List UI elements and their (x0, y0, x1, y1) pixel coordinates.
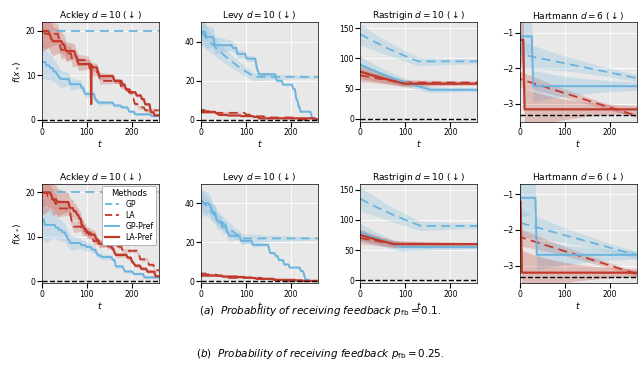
Text: $(a)$  Probability of receiving feedback $p_{\mathrm{fb}} = 0.1$.: $(a)$ Probability of receiving feedback … (199, 304, 441, 318)
Title: Hartmann $d=6$ ($\downarrow$): Hartmann $d=6$ ($\downarrow$) (532, 10, 625, 22)
X-axis label: $t$: $t$ (257, 138, 262, 149)
X-axis label: $t$: $t$ (416, 138, 422, 149)
Title: Ackley $d=10$ ($\downarrow$): Ackley $d=10$ ($\downarrow$) (59, 171, 141, 184)
X-axis label: $t$: $t$ (257, 300, 262, 311)
Title: Rastrigin $d=10$ ($\downarrow$): Rastrigin $d=10$ ($\downarrow$) (372, 9, 465, 22)
X-axis label: $t$: $t$ (575, 300, 581, 311)
Y-axis label: $f(x_*)$: $f(x_*)$ (12, 222, 23, 245)
Legend: GP, LA, GP-Pref, LA-Pref: GP, LA, GP-Pref, LA-Pref (102, 186, 156, 245)
X-axis label: $t$: $t$ (97, 138, 103, 149)
Title: Levy $d=10$ ($\downarrow$): Levy $d=10$ ($\downarrow$) (222, 171, 297, 184)
X-axis label: $t$: $t$ (575, 138, 581, 149)
Y-axis label: $f(x_*)$: $f(x_*)$ (12, 61, 23, 83)
X-axis label: $t$: $t$ (416, 300, 422, 311)
Title: Ackley $d=10$ ($\downarrow$): Ackley $d=10$ ($\downarrow$) (59, 9, 141, 22)
Title: Rastrigin $d=10$ ($\downarrow$): Rastrigin $d=10$ ($\downarrow$) (372, 171, 465, 184)
Text: $(b)$  Probability of receiving feedback $p_{\mathrm{fb}} = 0.25$.: $(b)$ Probability of receiving feedback … (196, 347, 444, 361)
Title: Levy $d=10$ ($\downarrow$): Levy $d=10$ ($\downarrow$) (222, 9, 297, 22)
Title: Hartmann $d=6$ ($\downarrow$): Hartmann $d=6$ ($\downarrow$) (532, 171, 625, 183)
X-axis label: $t$: $t$ (97, 300, 103, 311)
